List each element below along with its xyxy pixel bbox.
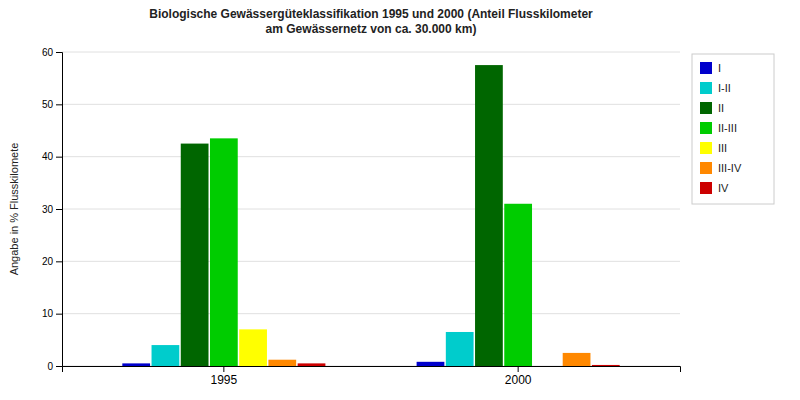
tick-mark bbox=[56, 157, 62, 158]
plot: 0 10 20 30 40 50 60 1995 2000 bbox=[42, 47, 681, 387]
bar bbox=[475, 65, 503, 366]
bar bbox=[504, 204, 532, 366]
legend-item: IV bbox=[700, 182, 729, 194]
tick-mark bbox=[56, 261, 62, 262]
bar bbox=[122, 363, 150, 366]
tick: 20 bbox=[42, 256, 62, 267]
legend-swatch bbox=[700, 182, 712, 194]
legend-label: III-IV bbox=[718, 162, 742, 174]
legend-item: III-IV bbox=[700, 162, 742, 174]
legend-swatch bbox=[700, 62, 712, 74]
tick-label: 60 bbox=[42, 47, 54, 58]
bar bbox=[239, 329, 267, 366]
legend-label: II-III bbox=[718, 122, 737, 134]
tick-label: 20 bbox=[42, 256, 54, 267]
chart: Biologische Gewässergüteklassifikation 1… bbox=[0, 0, 800, 400]
tick-mark bbox=[518, 366, 519, 372]
bar bbox=[592, 365, 620, 366]
tick-label: 10 bbox=[42, 308, 54, 319]
tick-label: 2000 bbox=[505, 373, 532, 387]
bar bbox=[181, 144, 209, 366]
bar bbox=[563, 353, 591, 366]
grid-line bbox=[62, 52, 680, 53]
tick: 1995 bbox=[211, 366, 238, 387]
tick-mark bbox=[56, 366, 62, 367]
series bbox=[210, 138, 532, 366]
legend-swatch bbox=[700, 162, 712, 174]
bar bbox=[210, 138, 238, 366]
series bbox=[298, 363, 620, 366]
legend-swatch bbox=[700, 122, 712, 134]
axis-line bbox=[56, 53, 63, 367]
bars bbox=[122, 65, 619, 366]
tick-label: 50 bbox=[42, 99, 54, 110]
legend-item: I bbox=[700, 62, 721, 74]
legend-label: IV bbox=[718, 182, 729, 194]
grid-line bbox=[62, 156, 680, 157]
legend-label: I bbox=[718, 62, 721, 74]
legend-item: I-II bbox=[700, 82, 731, 94]
tick: 50 bbox=[42, 99, 62, 110]
tick: 40 bbox=[42, 151, 62, 162]
legend-frame bbox=[692, 54, 774, 204]
x-axis: 1995 2000 bbox=[63, 366, 681, 387]
legend-item: II-III bbox=[700, 122, 737, 134]
series bbox=[181, 65, 503, 366]
grid-line bbox=[62, 261, 680, 262]
tick-label: 30 bbox=[42, 204, 54, 215]
tick-mark bbox=[223, 366, 224, 372]
grid-line bbox=[62, 313, 680, 314]
bar bbox=[298, 363, 326, 366]
grid-line bbox=[62, 209, 680, 210]
tick: 30 bbox=[42, 204, 62, 215]
legend: II-IIIIII-IIIIIIIII-IVIV bbox=[692, 54, 774, 204]
legend-swatch bbox=[700, 102, 712, 114]
legend-label: II bbox=[718, 102, 724, 114]
bar bbox=[446, 332, 474, 366]
tick: 60 bbox=[42, 47, 62, 58]
tick: 10 bbox=[42, 308, 62, 319]
title: Biologische Gewässergüteklassifikation 1… bbox=[149, 7, 593, 36]
tick: 2000 bbox=[505, 366, 532, 387]
bar bbox=[417, 362, 445, 366]
tick-mark bbox=[56, 209, 62, 210]
series bbox=[268, 353, 590, 366]
legend-item: II bbox=[700, 102, 724, 114]
bar bbox=[268, 360, 296, 366]
y-axis: 0 10 20 30 40 50 60 bbox=[42, 47, 63, 372]
tick-label: 0 bbox=[47, 361, 53, 372]
tick: 0 bbox=[47, 361, 62, 372]
tick-label: 1995 bbox=[211, 373, 238, 387]
series bbox=[239, 329, 267, 366]
legend-label: III bbox=[718, 142, 727, 154]
legend-label: I-II bbox=[718, 82, 731, 94]
tick-mark bbox=[56, 314, 62, 315]
tick-label: 40 bbox=[42, 151, 54, 162]
axis-line bbox=[63, 367, 681, 373]
tick-mark bbox=[56, 104, 62, 105]
legend-swatch bbox=[700, 82, 712, 94]
bar bbox=[533, 366, 561, 367]
grid bbox=[62, 52, 680, 366]
grid-line bbox=[62, 104, 680, 105]
legend-item: III bbox=[700, 142, 727, 154]
tick-mark bbox=[56, 52, 62, 53]
bar bbox=[152, 345, 180, 366]
legend-swatch bbox=[700, 142, 712, 154]
y-axis-title: Angabe in % Flusskilomete bbox=[8, 143, 20, 276]
